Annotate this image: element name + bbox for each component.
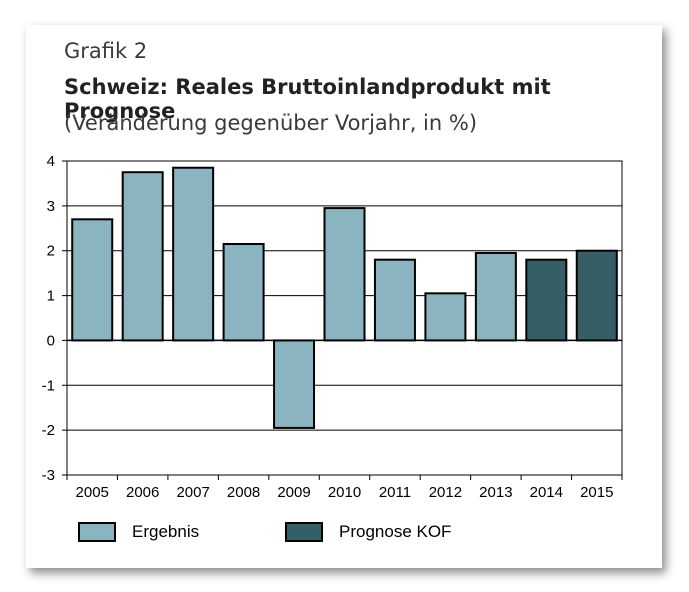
y-tick-label: -2 bbox=[42, 422, 55, 439]
x-tick-label: 2007 bbox=[176, 484, 209, 501]
x-tick-label: 2012 bbox=[429, 484, 462, 501]
bar-2008 bbox=[222, 242, 265, 342]
bar-2007 bbox=[172, 166, 215, 342]
legend-label-ergebnis: Ergebnis bbox=[132, 522, 200, 541]
x-tick-label: 2008 bbox=[227, 484, 260, 501]
bar-2011 bbox=[373, 258, 416, 342]
y-tick-label: -3 bbox=[42, 467, 55, 484]
legend-item-ergebnis: Ergebnis bbox=[78, 522, 199, 542]
chart-frame: Grafik 2 Schweiz: Reales Bruttoinlandpro… bbox=[26, 25, 662, 568]
x-tick-label: 2014 bbox=[530, 484, 563, 501]
bar-2012 bbox=[424, 292, 467, 342]
chart-subtitle: (Veränderung gegenüber Vorjahr, in %) bbox=[64, 111, 478, 135]
plot-area-border bbox=[66, 160, 623, 476]
bar-2005 bbox=[71, 218, 114, 342]
bar-2015 bbox=[575, 249, 618, 342]
chart-title: Schweiz: Reales Bruttoinlandprodukt mit … bbox=[64, 75, 551, 123]
y-tick-label: -1 bbox=[42, 377, 55, 394]
x-tick-label: 2011 bbox=[379, 484, 411, 501]
bar-2014 bbox=[525, 258, 568, 342]
bar-chart: 4 3 2 1 0 -1 -2 -3 2005 2006 2007 2008 2009 2010 2011 2… bbox=[42, 153, 623, 501]
x-tick-label: 2009 bbox=[277, 484, 310, 501]
y-tick-label: 4 bbox=[47, 153, 55, 170]
bar-2006 bbox=[121, 171, 164, 342]
chart-number: Grafik 2 bbox=[64, 39, 148, 63]
bar-2013 bbox=[474, 251, 517, 342]
y-tick-label: 3 bbox=[47, 198, 55, 215]
x-tick-label: 2013 bbox=[479, 484, 512, 501]
legend-label-prognose: Prognose KOF bbox=[339, 522, 452, 541]
x-tick-label: 2015 bbox=[580, 484, 613, 501]
bar-2009 bbox=[273, 339, 316, 429]
x-tick-label: 2005 bbox=[76, 484, 109, 501]
bar-2010 bbox=[323, 207, 366, 342]
legend-swatch-ergebnis bbox=[78, 522, 116, 542]
x-tick-label: 2006 bbox=[126, 484, 159, 501]
y-tick-label: 2 bbox=[47, 243, 55, 260]
legend-swatch-prognose bbox=[285, 522, 323, 542]
y-tick-label: 0 bbox=[47, 332, 55, 349]
legend-item-prognose: Prognose KOF bbox=[285, 522, 451, 542]
x-tick-label: 2010 bbox=[328, 484, 361, 501]
y-tick-label: 1 bbox=[47, 288, 55, 305]
